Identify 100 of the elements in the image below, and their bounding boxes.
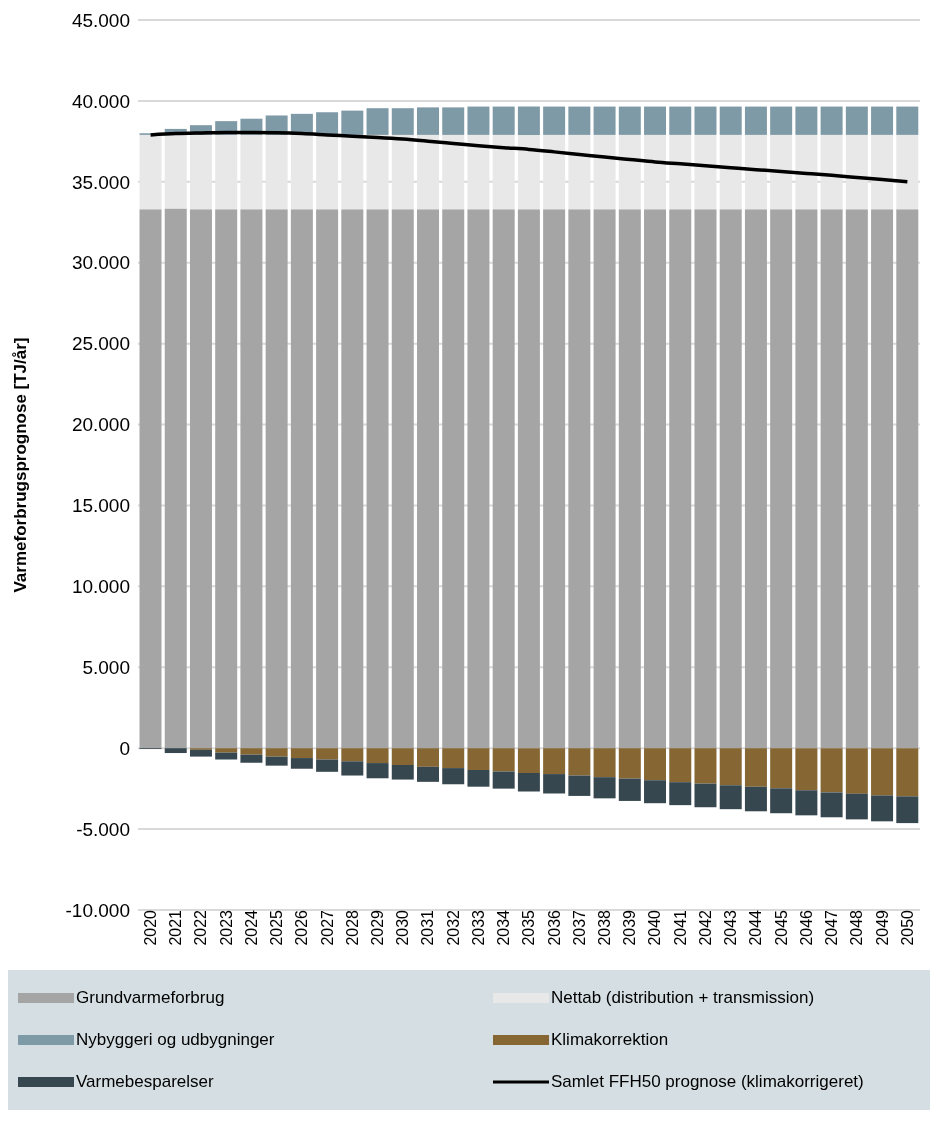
y-tick-label: 10.000 [71,576,130,598]
bar [442,107,465,135]
x-tick-label: 2027 [318,909,336,946]
x-tick-label: 2021 [167,909,185,946]
bar [744,209,767,749]
bar [517,773,540,792]
bar [240,209,263,749]
bar [215,134,238,210]
bar [694,106,717,135]
bar [694,748,717,784]
bar [719,106,742,135]
x-tick-label: 2042 [696,909,714,946]
bar [240,134,263,210]
bar [265,748,288,757]
bar [543,106,566,135]
x-tick-label: 2043 [722,909,740,946]
bar [719,785,742,810]
bar [240,754,263,763]
x-tick-label: 2028 [343,909,361,946]
bar [770,106,793,135]
bar [265,209,288,749]
bar [644,748,667,781]
bar [417,134,439,210]
x-tick-label: 2023 [217,909,235,946]
bar [316,748,339,760]
bar [593,106,616,135]
bar [240,748,263,755]
bar [795,748,818,791]
bar [896,796,919,824]
bar [467,209,490,749]
bar [744,106,767,135]
bar [593,209,616,749]
bar [265,756,288,766]
bar [618,209,641,749]
x-tick-label: 2040 [646,909,664,946]
bar [618,134,641,210]
y-tick-label: -10.000 [65,899,130,921]
bar [820,106,843,135]
legend-label: Grundvarmeforbrug [76,988,225,1008]
x-tick-label: 2026 [293,909,311,946]
bar [770,748,793,789]
bar [896,106,919,135]
bar [845,209,868,749]
bar [442,748,465,769]
bar [770,209,793,749]
bar [215,748,238,753]
legend-label: Klimakorrektion [551,1030,669,1050]
x-tick-label: 2050 [898,909,916,946]
bar [845,793,868,820]
bar [290,758,313,769]
bar [366,763,389,779]
bar [366,134,389,210]
x-tick-label: 2022 [192,909,210,946]
bar [543,774,566,794]
bar [417,748,439,767]
bar [164,748,187,754]
x-tick-label: 2031 [419,909,437,946]
bar [820,748,843,793]
bar [316,112,339,135]
bar [139,134,162,210]
bar [845,748,868,794]
bar [669,209,692,749]
x-tick-label: 2033 [469,909,487,946]
bar [189,134,212,210]
bar [442,209,465,749]
bar [669,134,692,210]
y-tick-label: 25.000 [71,333,130,355]
bar [593,748,616,778]
bar [492,748,515,772]
bar [391,209,414,749]
bar [795,209,818,749]
legend-label: Nettab (distribution + transmission) [551,988,815,1008]
bar [543,134,566,210]
bar [719,134,742,210]
x-tick-label: 2032 [444,909,462,946]
x-tick-label: 2049 [873,909,891,946]
bar [391,134,414,210]
bar [644,209,667,749]
bar [770,134,793,210]
x-tick-label: 2048 [848,909,866,946]
x-tick-label: 2046 [797,909,815,946]
bar [896,209,919,749]
bar [719,748,742,786]
bar [845,134,868,210]
x-tick-label: 2025 [268,909,286,946]
legend-label: Samlet FFH50 prognose (klimakorrigeret) [551,1072,864,1092]
bar [871,106,894,135]
bar [820,792,843,818]
bar [871,795,894,822]
bar [871,134,894,210]
y-axis-title: Varmeforbrugsprognose [TJ/år] [11,337,31,593]
legend-label: Varmebesparelser [76,1072,214,1092]
x-tick-label: 2020 [141,909,159,946]
y-tick-label: 0 [119,737,130,759]
x-tick-label: 2029 [369,909,387,946]
x-tick-label: 2047 [823,909,841,946]
bar [442,134,465,210]
bar [517,748,540,774]
y-tick-label: 5.000 [82,657,130,679]
bar [290,134,313,210]
